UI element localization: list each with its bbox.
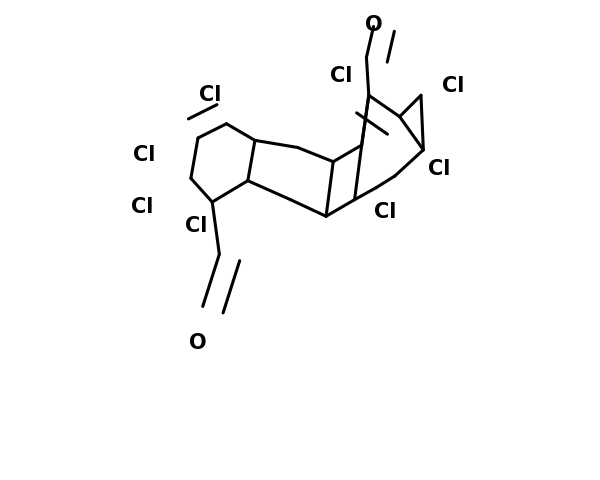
Text: Cl: Cl (330, 66, 352, 86)
Text: Cl: Cl (442, 76, 465, 96)
Text: O: O (189, 333, 207, 352)
Text: Cl: Cl (428, 159, 451, 179)
Text: Cl: Cl (199, 85, 221, 105)
Text: Cl: Cl (133, 144, 155, 165)
Text: Cl: Cl (185, 216, 208, 236)
Text: Cl: Cl (131, 197, 153, 217)
Text: Cl: Cl (374, 202, 396, 222)
Text: O: O (365, 14, 382, 35)
